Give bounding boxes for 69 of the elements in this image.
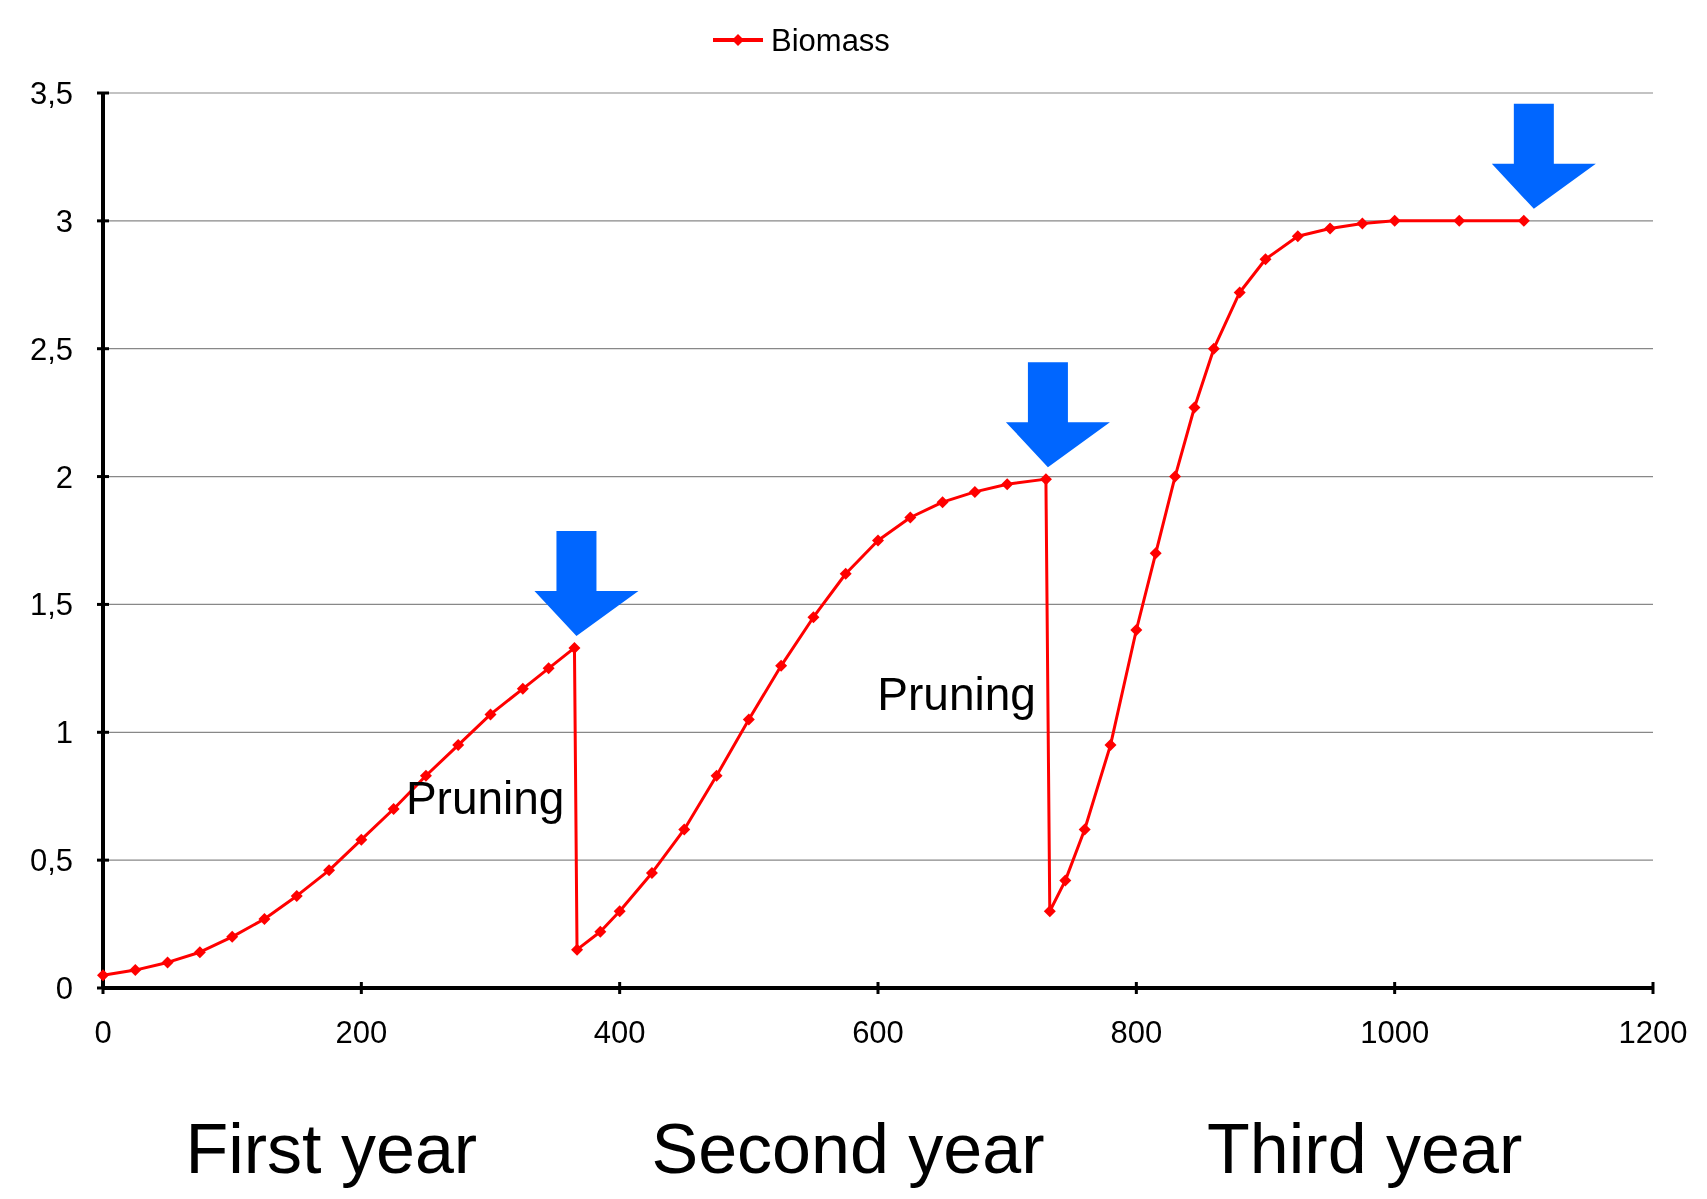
point <box>1259 253 1272 266</box>
point <box>1207 342 1220 355</box>
point <box>387 803 400 815</box>
point <box>1291 230 1304 243</box>
text: Third year <box>1207 1110 1523 1188</box>
point <box>323 864 336 877</box>
x-tick-label: 200 <box>335 1015 388 1050</box>
point <box>1104 739 1117 752</box>
y-tick-label: 3 <box>55 203 73 239</box>
legend-label: Biomass <box>771 23 890 58</box>
point <box>710 769 723 782</box>
text: First year <box>185 1110 478 1188</box>
point <box>290 889 303 902</box>
point <box>226 930 239 943</box>
x-tick-label: 1200 <box>1618 1015 1688 1050</box>
point <box>568 641 581 654</box>
point <box>839 567 852 580</box>
point <box>193 946 206 959</box>
x-tick-label: 0 <box>94 1015 112 1050</box>
point <box>1149 547 1162 560</box>
point <box>1130 624 1143 636</box>
point <box>645 866 658 879</box>
point <box>613 905 626 918</box>
y-tick-label: 0,5 <box>29 843 73 879</box>
y-tick-label: 1 <box>55 715 73 751</box>
y-tick-label: 2 <box>55 459 73 495</box>
x-tick-label: 1000 <box>1360 1015 1430 1050</box>
point <box>742 713 755 726</box>
point <box>1388 214 1401 227</box>
point <box>1039 473 1052 486</box>
point <box>129 964 142 977</box>
point <box>775 659 788 672</box>
point <box>872 534 884 547</box>
point <box>161 956 174 969</box>
point <box>807 611 820 624</box>
point <box>516 682 529 695</box>
annotation: Pruning <box>405 771 565 824</box>
point <box>1169 470 1182 483</box>
point <box>1001 478 1014 491</box>
x-tick-label: 400 <box>593 1015 646 1050</box>
point <box>1324 222 1337 235</box>
point <box>678 823 691 836</box>
point <box>936 496 949 509</box>
point <box>452 739 465 752</box>
point <box>258 912 271 925</box>
point <box>1078 823 1091 836</box>
point <box>1356 217 1369 230</box>
text: Second year <box>651 1110 1045 1188</box>
point <box>1517 214 1530 227</box>
x-tick-label: 800 <box>1110 1015 1163 1050</box>
point <box>1188 401 1201 414</box>
point <box>97 969 109 982</box>
point <box>1233 286 1246 299</box>
point <box>594 925 607 938</box>
x-tick-label: 600 <box>852 1015 904 1050</box>
y-tick-label: 3,5 <box>29 76 73 111</box>
point <box>1043 905 1056 918</box>
y-tick-label: 2,5 <box>29 331 73 367</box>
annotation: Pruning <box>877 668 1036 721</box>
point <box>904 511 917 524</box>
y-tick-label: 0 <box>55 971 73 1006</box>
point <box>355 833 368 846</box>
point <box>1453 214 1466 227</box>
point <box>571 943 584 956</box>
y-tick-label: 1,5 <box>29 587 73 623</box>
point <box>1059 874 1072 887</box>
point <box>542 662 555 675</box>
point <box>484 708 497 721</box>
point <box>968 485 981 498</box>
